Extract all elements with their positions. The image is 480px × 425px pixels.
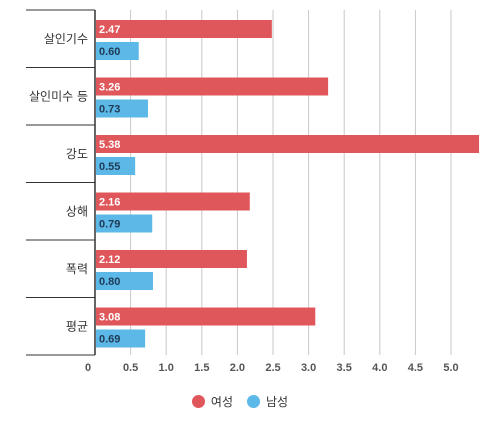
category-label: 강도 — [66, 147, 88, 161]
bar-female[interactable] — [96, 20, 272, 38]
data-label: 0.55 — [99, 161, 120, 173]
category-label: 살인미수 등 — [29, 89, 88, 103]
x-tick-label: 0.5 — [123, 362, 138, 374]
legend-label-male: 남성 — [266, 395, 289, 409]
data-label: 3.26 — [99, 82, 120, 94]
legend-dot-male — [247, 395, 260, 408]
x-tick-label: 4.5 — [408, 362, 423, 374]
x-tick-label: 1.5 — [194, 362, 209, 374]
legend-item-male[interactable]: 남성 — [247, 393, 288, 410]
data-label: 0.69 — [99, 334, 120, 346]
legend: 여성 남성 — [0, 393, 480, 410]
data-label: 5.38 — [99, 139, 120, 151]
bar-female[interactable] — [96, 192, 250, 211]
bar-male[interactable] — [96, 214, 153, 233]
bar-male[interactable] — [96, 329, 146, 348]
bar-male[interactable] — [96, 272, 153, 290]
data-label: 2.12 — [99, 254, 120, 266]
category-label: 폭력 — [66, 262, 88, 276]
bar-male[interactable] — [96, 157, 136, 175]
legend-label-female: 여성 — [210, 395, 233, 409]
legend-dot-female — [191, 395, 205, 408]
data-label: 2.16 — [99, 197, 120, 209]
x-tick-label: 3.5 — [337, 362, 352, 374]
x-tick-label: 1.0 — [159, 362, 174, 374]
data-label: 2.47 — [99, 24, 120, 36]
data-label: 0.60 — [99, 46, 120, 58]
x-tick-label: 0 — [85, 362, 91, 374]
x-tick-label: 2.5 — [265, 362, 280, 374]
x-tick-label: 4.0 — [372, 362, 387, 374]
category-label: 평균 — [66, 319, 88, 333]
bar-male[interactable] — [96, 99, 148, 118]
data-label: 0.73 — [99, 104, 120, 116]
x-tick-label: 3.0 — [301, 362, 316, 374]
bar-female[interactable] — [96, 307, 316, 326]
data-label: 3.08 — [99, 312, 120, 324]
bar-male[interactable] — [96, 42, 139, 60]
bar-female[interactable] — [96, 135, 480, 153]
x-tick-label: 5.0 — [443, 362, 458, 374]
category-label: 살인기수 — [44, 32, 88, 46]
data-label: 0.80 — [99, 276, 120, 288]
bar-female[interactable] — [96, 77, 329, 96]
x-tick-labels: 0 0.5 1.0 1.5 2.0 2.5 3.0 3.5 4.0 4.5 5.0 — [85, 362, 459, 374]
data-label: 0.79 — [99, 219, 120, 231]
x-tick-label: 2.0 — [230, 362, 245, 374]
bars: 2.47 0.60 3.26 0.73 5.38 0.55 2.16 0.79 2.12 0.80… — [96, 20, 480, 348]
legend-item-female[interactable]: 여성 — [191, 393, 233, 410]
category-separators — [26, 9, 95, 356]
grid-lines — [94, 10, 452, 355]
bar-female[interactable] — [96, 250, 247, 268]
category-label: 상해 — [66, 204, 88, 218]
